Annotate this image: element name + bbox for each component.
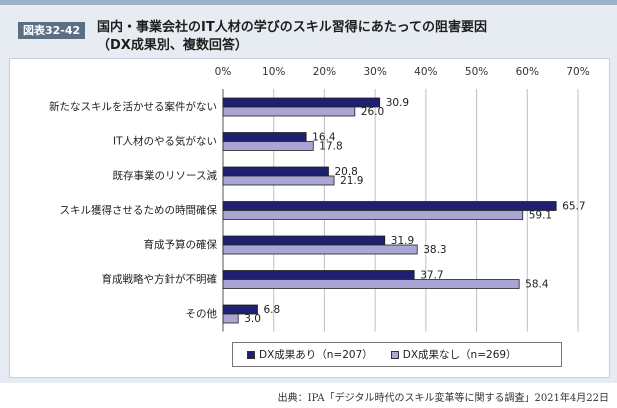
bar-dx-success [222, 97, 381, 108]
data-label: 21.9 [340, 175, 363, 187]
bar-dx-success [222, 304, 258, 315]
category-label: スキル獲得させるための時間確保 [60, 204, 218, 217]
data-label: 59.1 [529, 210, 552, 222]
legend-label-dx-no-success: DX成果なし（n=269） [402, 349, 517, 361]
category-label: IT人材のやる気がない [113, 135, 217, 148]
top-accent-band [0, 0, 617, 5]
chart-legend: DX成果あり（n=207） DX成果なし（n=269） [232, 342, 562, 367]
data-label: 37.7 [420, 270, 443, 282]
legend-swatch-dx-success [247, 350, 255, 359]
data-label: 20.8 [334, 166, 357, 178]
bar-dx-no-success [222, 210, 524, 220]
bar-dx-success [222, 201, 557, 211]
x-tick-label: 20% [313, 66, 336, 78]
bar-dx-success [222, 166, 329, 177]
bar-dx-success [222, 235, 386, 246]
category-label: 育成予算の確保 [144, 238, 218, 251]
x-tick-label: 60% [516, 66, 539, 78]
x-tick-label: 50% [465, 66, 488, 78]
source-note: 出典：IPA「デジタル時代のスキル変革等に関する調査」2021年4月22日 [277, 393, 609, 404]
category-label: 既存事業のリソース減 [113, 169, 218, 182]
legend-item-dx-success: DX成果あり（n=207） [247, 347, 373, 362]
bar-dx-no-success [222, 244, 418, 255]
x-tick-label: 0% [215, 66, 232, 78]
category-label: 育成戦略や方針が不明確 [102, 273, 218, 286]
chart-title-line-1: 国内・事業会社のIT人材の学びのスキル習得にあたっての阻害要因 [97, 20, 488, 35]
bar-dx-success [222, 132, 307, 142]
bar-dx-no-success [222, 175, 335, 186]
bar-dx-no-success [222, 279, 520, 289]
chart-area: 0% 10% 20% 30% 40% 50% 60% 70% 新たなスキルを活かせる案件がない 3… [9, 58, 610, 378]
data-label: 17.8 [319, 141, 342, 153]
chart-title-line-2: （DX成果別、複数回答） [97, 38, 248, 53]
x-tick-label: 70% [566, 66, 589, 78]
legend-swatch-dx-no-success [390, 350, 399, 359]
data-label: 38.3 [423, 244, 446, 256]
data-label: 65.7 [562, 201, 585, 213]
figure-number-badge: 図表32-42 [18, 22, 86, 39]
bar-dx-no-success [222, 106, 356, 117]
bar-chart: 0% 10% 20% 30% 40% 50% 60% 70% 新たなスキルを活かせる案件がない 3… [49, 66, 590, 332]
data-label: 26.0 [361, 106, 384, 118]
legend-label-dx-success: DX成果あり（n=207） [259, 349, 373, 361]
x-tick-label: 30% [363, 66, 386, 78]
data-label: 31.9 [391, 235, 414, 247]
legend-item-dx-no-success: DX成果なし（n=269） [390, 347, 517, 362]
x-tick-label: 40% [414, 66, 437, 78]
bar-dx-success [222, 270, 415, 280]
chart-title: 国内・事業会社のIT人材の学びのスキル習得にあたっての阻害要因 （DX成果別、複… [97, 19, 597, 55]
data-label: 58.4 [525, 279, 549, 291]
category-label: その他 [186, 307, 218, 320]
category-label: 新たなスキルを活かせる案件がない [49, 100, 217, 113]
bar-dx-no-success [222, 313, 239, 324]
data-label: 30.9 [386, 97, 409, 109]
data-label: 16.4 [312, 132, 336, 144]
data-label: 6.8 [263, 304, 280, 316]
x-tick-label: 10% [262, 66, 285, 78]
bar-dx-no-success [222, 141, 314, 151]
data-label: 3.0 [244, 313, 261, 325]
